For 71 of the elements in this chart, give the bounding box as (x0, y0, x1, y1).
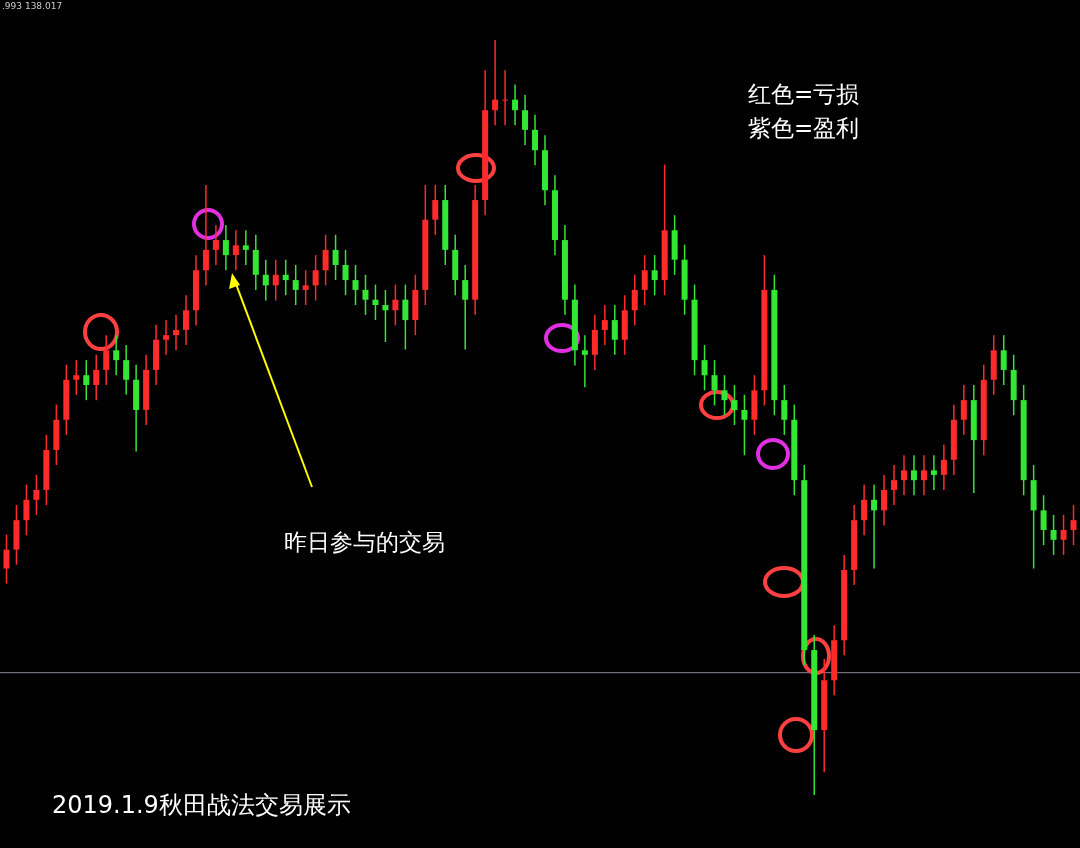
candlestick (651, 254, 658, 296)
candlestick (282, 258, 289, 296)
candlestick (711, 359, 718, 407)
candlestick (272, 258, 279, 302)
candlestick (900, 454, 907, 497)
candlestick (721, 374, 728, 416)
annotation: 紫色=盈利 (748, 115, 860, 141)
candlestick (23, 483, 30, 537)
candlestick (332, 234, 339, 281)
candlestick (601, 304, 608, 346)
candlestick (392, 283, 399, 327)
candlestick (1060, 514, 1067, 556)
candlestick (382, 289, 389, 343)
candlestick (920, 454, 927, 497)
candlestick (342, 249, 349, 296)
candlestick (222, 224, 229, 272)
candlestick (173, 314, 180, 352)
candlestick (930, 454, 937, 491)
candlestick (242, 229, 249, 266)
candlestick (402, 283, 409, 351)
candlestick (502, 69, 509, 127)
candlestick (322, 234, 329, 287)
candlestick (232, 229, 239, 272)
candlestick (492, 39, 499, 127)
candlestick (522, 94, 529, 146)
annotation: 昨日参与的交易 (284, 529, 445, 555)
candlestick (701, 344, 708, 392)
candlestick (113, 334, 120, 376)
candlestick (372, 283, 379, 321)
candlestick (512, 83, 519, 127)
candlestick (891, 464, 898, 506)
candlestick (1070, 504, 1077, 546)
candlestick (741, 394, 748, 456)
candlestick (292, 264, 299, 306)
candlestick (93, 354, 100, 401)
candlestick (83, 359, 90, 401)
candlestick (3, 533, 10, 585)
candlestick (910, 454, 917, 497)
candlestick (731, 384, 738, 426)
candlestick (861, 483, 868, 537)
candlestick (182, 294, 189, 346)
candlestick (362, 274, 369, 316)
candlestick (940, 443, 947, 491)
candlestick (1050, 514, 1057, 556)
candlestick (103, 334, 110, 386)
candlestick (73, 359, 80, 396)
candlestick (960, 384, 967, 436)
candlestick (33, 474, 40, 516)
candlestick (462, 264, 469, 351)
candlestick (631, 274, 638, 327)
candlestick (532, 114, 539, 167)
candlestick (611, 304, 618, 356)
candlestick (163, 319, 170, 356)
candlestick (581, 334, 588, 389)
candlestick (302, 269, 309, 306)
candlestick (1000, 334, 1007, 386)
text: .993 138.017 (2, 1, 63, 11)
candlestick (123, 344, 130, 396)
candlestick (641, 254, 648, 306)
candlestick (1040, 494, 1047, 546)
candlestick (212, 224, 219, 266)
candlestick (262, 258, 269, 302)
candlestick (881, 474, 888, 527)
candlestick (781, 384, 788, 436)
annotation: 红色=亏损 (748, 81, 860, 107)
candlestick (432, 184, 439, 236)
candlestick (871, 483, 878, 570)
candlestick (312, 254, 319, 302)
candlestick (352, 264, 359, 306)
annotation: 2019.1.9秋田战法交易展示 (52, 791, 351, 819)
candlestick (202, 184, 209, 287)
